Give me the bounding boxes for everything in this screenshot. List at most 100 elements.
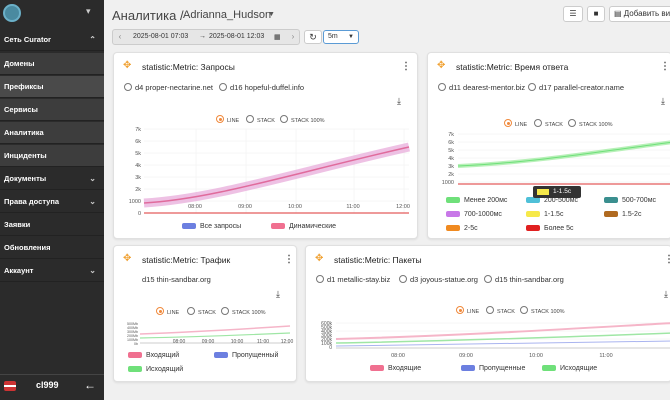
sidebar-item-account[interactable]: Аккаунт ⌄: [0, 260, 104, 282]
kebab-menu-icon[interactable]: ⋮: [401, 61, 411, 72]
sidebar-item-requests[interactable]: Заявки: [0, 214, 104, 236]
kebab-menu-icon[interactable]: ⋮: [284, 254, 294, 265]
legend-item[interactable]: 500-700мс: [604, 197, 656, 204]
legend-item[interactable]: Динамические: [271, 223, 336, 230]
legend-tooltip: 1-1.5с: [533, 186, 581, 198]
sidebar-item-network[interactable]: Сеть Curator ⌃: [0, 29, 104, 51]
dashboard-selector[interactable]: Adrianna_Hudson: [183, 9, 272, 21]
mode-stack[interactable]: STACK: [246, 115, 275, 124]
x-tick: 10:00: [529, 353, 543, 359]
refresh-button[interactable]: ↻: [304, 30, 322, 44]
traffic-chart: 500Mb 400Mb 300Mb 200Mb 100Mb 0b: [127, 322, 291, 346]
y-tick: 100Mb: [127, 338, 138, 342]
radio-icon: [484, 275, 492, 283]
series-outgoing: [139, 332, 291, 339]
legend-item[interactable]: Более 5с: [526, 225, 574, 232]
legend-item[interactable]: Все запросы: [182, 223, 241, 230]
chevron-up-icon: ⌃: [89, 35, 96, 44]
settings-sliders-button[interactable]: ☰: [563, 6, 583, 22]
y-tick: 5k: [448, 148, 454, 154]
mode-stack[interactable]: STACK: [486, 306, 515, 315]
mode-stack100[interactable]: STACK 100%: [221, 307, 266, 316]
legend-item[interactable]: 200-500мс: [526, 197, 578, 204]
calendar-icon[interactable]: ▦: [274, 34, 281, 41]
sidebar-item-access[interactable]: Права доступа ⌄: [0, 191, 104, 213]
mode-stack[interactable]: STACK: [534, 119, 563, 128]
language-flag-icon[interactable]: [4, 381, 16, 391]
drag-handle-icon[interactable]: ✥: [123, 253, 132, 264]
y-tick: 1000: [442, 180, 454, 186]
sidebar-item-incidents[interactable]: Инциденты: [0, 145, 104, 167]
x-tick: 12:00: [396, 204, 410, 210]
range-arrow: →: [199, 33, 206, 40]
download-icon[interactable]: ⤓: [661, 96, 665, 106]
logout-icon[interactable]: ←: [84, 378, 96, 392]
sidebar-item-analytics[interactable]: Аналитика: [0, 122, 104, 144]
device-radio[interactable]: d17 parallel-creator.name: [528, 83, 624, 92]
legend-swatch: [446, 211, 460, 217]
legend-item[interactable]: Входящие: [370, 365, 421, 372]
legend-item[interactable]: Менее 200мс: [446, 197, 507, 204]
download-icon[interactable]: ⤓: [397, 96, 401, 106]
legend-item[interactable]: 2-5с: [446, 225, 478, 232]
drag-handle-icon[interactable]: ✥: [123, 60, 132, 71]
mode-stack100[interactable]: STACK 100%: [568, 119, 613, 128]
mode-stack[interactable]: STACK: [187, 307, 216, 316]
y-tick: 300k: [321, 333, 332, 339]
mode-line[interactable]: LINE: [216, 115, 239, 124]
y-tick: 200Mb: [127, 334, 138, 338]
sliders-icon: ☰: [569, 9, 577, 18]
download-icon[interactable]: ⤓: [664, 289, 668, 299]
device-radio[interactable]: d3 joyous-statue.org: [399, 275, 478, 284]
widget-traffic: ✥ statistic:Metric: Трафик ⋮ d15 thin-sa…: [113, 245, 297, 382]
x-tick: 10:00: [288, 204, 302, 210]
series-under-200-band: [457, 140, 670, 168]
y-tick: 4k: [135, 163, 141, 169]
legend-swatch: [128, 352, 142, 358]
drag-handle-icon[interactable]: ✥: [315, 253, 324, 264]
mode-stack100[interactable]: STACK 100%: [520, 306, 565, 315]
mode-line[interactable]: LINE: [156, 307, 179, 316]
device-radio[interactable]: d11 dearest-mentor.biz: [438, 83, 525, 92]
legend-item[interactable]: 700-1000мс: [446, 211, 502, 218]
radio-icon: [438, 83, 446, 91]
mode-stack100[interactable]: STACK 100%: [280, 115, 325, 124]
kebab-menu-icon[interactable]: ⋮: [660, 61, 670, 72]
legend-item[interactable]: Пропущенный: [214, 352, 278, 359]
add-widget-button[interactable]: ▤ Добавить видж: [609, 6, 670, 22]
download-icon[interactable]: ⤓: [276, 289, 280, 299]
legend-item[interactable]: Пропущенные: [461, 365, 525, 372]
legend-item[interactable]: Исходящий: [128, 366, 183, 373]
y-tick: 7k: [135, 127, 141, 133]
device-radio[interactable]: d4 proper-nectarine.net: [124, 83, 213, 92]
sidebar-item-updates[interactable]: Обновления: [0, 237, 104, 259]
widget-title: statistic:Metric: Запросы: [142, 62, 235, 72]
kebab-menu-icon[interactable]: ⋮: [664, 254, 670, 265]
range-to[interactable]: 2025-08-01 12:03: [209, 33, 265, 40]
device-radio[interactable]: d1 metallic-stay.biz: [316, 275, 390, 284]
legend-item[interactable]: 1.5-2с: [604, 211, 641, 218]
legend-item[interactable]: Исходящие: [542, 365, 597, 372]
next-range-icon[interactable]: ›: [291, 32, 295, 41]
legend-item[interactable]: Входящий: [128, 352, 179, 359]
sidebar-item-domains[interactable]: Домены: [0, 53, 104, 75]
caret-down-icon[interactable]: ▼: [268, 11, 275, 18]
interval-select[interactable]: 5m ▼: [323, 30, 359, 44]
x-tick: 11:00: [599, 353, 612, 359]
save-button[interactable]: ■: [587, 6, 605, 22]
sidebar-item-prefixes[interactable]: Префиксы: [0, 76, 104, 98]
device-radio[interactable]: d15 thin-sandbar.org: [484, 275, 564, 284]
range-from[interactable]: 2025-08-01 07:03: [133, 33, 189, 40]
legend-item[interactable]: 1-1.5с: [526, 211, 563, 218]
drag-handle-icon[interactable]: ✥: [437, 60, 446, 71]
sidebar-item-documents[interactable]: Документы ⌄: [0, 168, 104, 190]
collapse-sidebar-icon[interactable]: ▾: [86, 6, 91, 16]
response-chart: 7k 6k 5k 4k 3k 2k 1000: [442, 132, 670, 186]
y-tick: 3k: [135, 175, 141, 181]
sidebar: ▾ Сеть Curator ⌃ Домены Префиксы Сервисы …: [0, 0, 104, 400]
mode-line[interactable]: LINE: [504, 119, 527, 128]
mode-line[interactable]: LINE: [456, 306, 479, 315]
sidebar-item-services[interactable]: Сервисы: [0, 99, 104, 121]
device-radio[interactable]: d16 hopeful-duffel.info: [219, 83, 304, 92]
prev-range-icon[interactable]: ‹: [118, 32, 122, 41]
